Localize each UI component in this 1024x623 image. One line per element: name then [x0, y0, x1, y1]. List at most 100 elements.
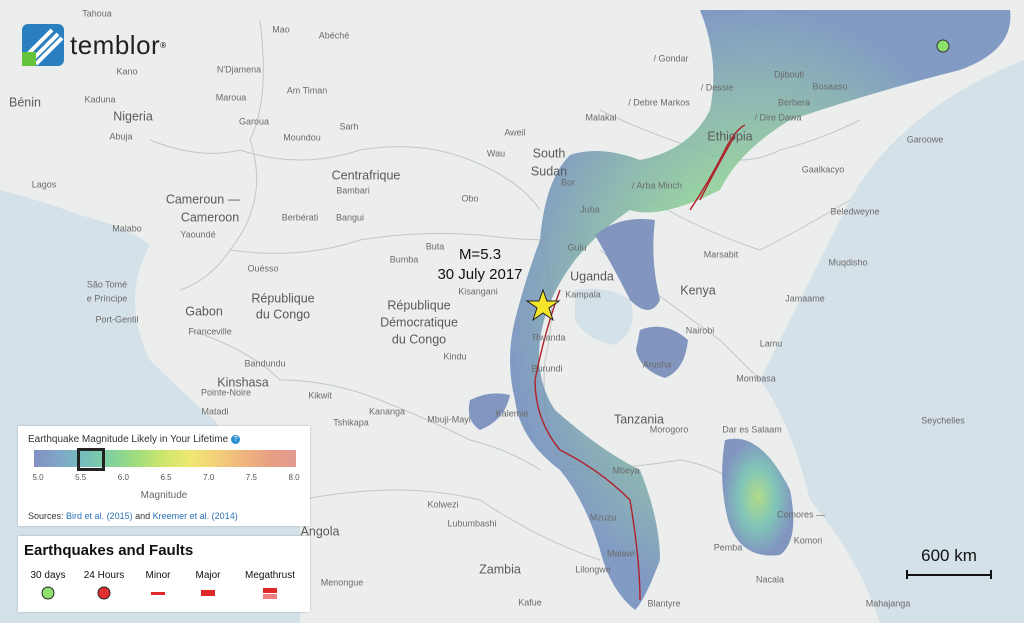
- place-label: Mombasa: [736, 373, 776, 383]
- place-label: Malabo: [112, 223, 142, 233]
- country-label: République: [387, 298, 450, 312]
- legend-item-label: Major: [195, 570, 221, 581]
- place-label: Moundou: [283, 132, 321, 142]
- place-label: Berbérati: [282, 212, 319, 222]
- sources-prefix: Sources:: [28, 511, 64, 521]
- place-label: Bosaaso: [812, 81, 847, 91]
- place-label: Seychelles: [921, 415, 965, 425]
- logo[interactable]: temblor ®: [22, 24, 166, 66]
- country-label: Kenya: [680, 283, 715, 297]
- country-label: Bénin: [9, 95, 41, 109]
- epicenter-star[interactable]: [525, 288, 561, 322]
- place-label: Buta: [426, 241, 445, 251]
- country-label: Démocratique: [380, 315, 458, 329]
- place-label: Malawi: [607, 548, 635, 558]
- place-label: Juba: [580, 204, 600, 214]
- place-label: Komori: [794, 535, 823, 545]
- place-label: e Príncipe: [87, 293, 128, 303]
- place-label: Obo: [461, 193, 478, 203]
- place-label: Morogoro: [650, 424, 689, 434]
- place-label: Kindu: [443, 351, 466, 361]
- info-icon[interactable]: ?: [231, 435, 241, 444]
- place-label: Franceville: [188, 326, 232, 336]
- place-label: Kaduna: [84, 94, 115, 104]
- place-label: Garoua: [239, 116, 269, 126]
- place-label: Kananga: [369, 406, 405, 416]
- place-label: N'Djamena: [217, 64, 261, 74]
- place-label: / Gondar: [653, 53, 688, 63]
- place-label: Mzuzu: [590, 512, 617, 522]
- country-label: Cameroun —: [166, 192, 241, 206]
- place-label: Kalemie: [496, 408, 529, 418]
- place-label: / Debre Markos: [628, 97, 690, 107]
- place-label: Marsabit: [704, 249, 739, 259]
- place-label: Mbuji-Mayi: [427, 414, 471, 424]
- place-label: Nairobi: [686, 325, 715, 335]
- scale-bar: 600 km: [906, 546, 992, 586]
- lake-victoria: [575, 288, 633, 345]
- place-label: Lubumbashi: [447, 518, 496, 528]
- place-label: Lamu: [760, 338, 783, 348]
- place-label: Matadi: [201, 406, 228, 416]
- legend-item-label: 24 Hours: [83, 570, 125, 581]
- legend-symbol: [41, 586, 55, 605]
- scale-tick: 7.5: [245, 473, 257, 482]
- place-label: Mao: [272, 24, 290, 34]
- legend-symbol: [200, 586, 216, 605]
- place-label: Berbera: [778, 97, 810, 107]
- source-link[interactable]: Bird et al. (2015): [66, 511, 133, 521]
- place-label: Kolwezi: [427, 499, 458, 509]
- scale-tick: 5.0: [32, 473, 44, 482]
- place-label: Tahoua: [82, 8, 112, 18]
- place-label: Sarh: [339, 121, 358, 131]
- country-label: du Congo: [392, 332, 446, 346]
- place-label: Maroua: [216, 92, 247, 102]
- country-label: Gabon: [185, 304, 223, 318]
- place-label: Kafue: [518, 597, 542, 607]
- country-label: du Congo: [256, 307, 310, 321]
- indian-ocean: [760, 60, 1024, 623]
- place-label: Port-Gentil: [95, 314, 138, 324]
- faults-legend: Earthquakes and Faults 30 days 24 Hours Mi…: [18, 536, 310, 612]
- place-label: Malakal: [585, 112, 616, 122]
- hazard-zones: [468, 10, 1011, 610]
- place-label: Rwanda: [532, 332, 565, 342]
- scale-tick: 8.0: [288, 473, 300, 482]
- logo-text: temblor: [70, 29, 161, 60]
- place-label: Beledweyne: [830, 206, 879, 216]
- place-label: Gaalkacyo: [802, 164, 845, 174]
- place-label: Djibouti: [774, 69, 804, 79]
- legend-symbol: [150, 586, 166, 605]
- place-label: Wau: [487, 148, 505, 158]
- place-label: Abuja: [109, 131, 132, 141]
- country-label: Cameroon: [181, 210, 239, 224]
- place-label: / Dessie: [701, 82, 734, 92]
- place-label: / Arba Minch: [632, 180, 682, 190]
- country-label: Centrafrique: [332, 168, 401, 182]
- place-label: / Dire Dawa: [754, 112, 801, 122]
- sources: Sources: Bird et al. (2015) and Kreemer …: [28, 511, 238, 521]
- country-label: Ethiopia: [707, 129, 752, 143]
- legend-item-label: 30 days: [30, 570, 66, 581]
- place-label: Am Timan: [287, 85, 328, 95]
- place-label: Pointe-Noire: [201, 387, 251, 397]
- scale-tick: 7.0: [203, 473, 215, 482]
- place-label: Muqdisho: [828, 257, 867, 267]
- place-label: Nacala: [756, 574, 784, 584]
- logo-registered: ®: [160, 40, 167, 50]
- scale-tick: 6.0: [117, 473, 129, 482]
- place-label: Aweil: [504, 127, 525, 137]
- place-label: Kampala: [565, 289, 601, 299]
- source-link[interactable]: Kreemer et al. (2014): [152, 511, 238, 521]
- country-label: Zambia: [479, 562, 521, 576]
- recent-earthquake[interactable]: [936, 39, 950, 53]
- place-label: Mbeya: [612, 465, 639, 475]
- place-label: Kano: [116, 66, 137, 76]
- scale-tick: 5.5: [75, 473, 87, 482]
- place-label: Comores —: [777, 509, 825, 519]
- color-scale: [34, 450, 296, 467]
- place-label: Abéché: [319, 30, 350, 40]
- place-label: Lilongwe: [575, 564, 611, 574]
- place-label: Ouésso: [247, 263, 278, 273]
- place-label: Garoowe: [907, 134, 944, 144]
